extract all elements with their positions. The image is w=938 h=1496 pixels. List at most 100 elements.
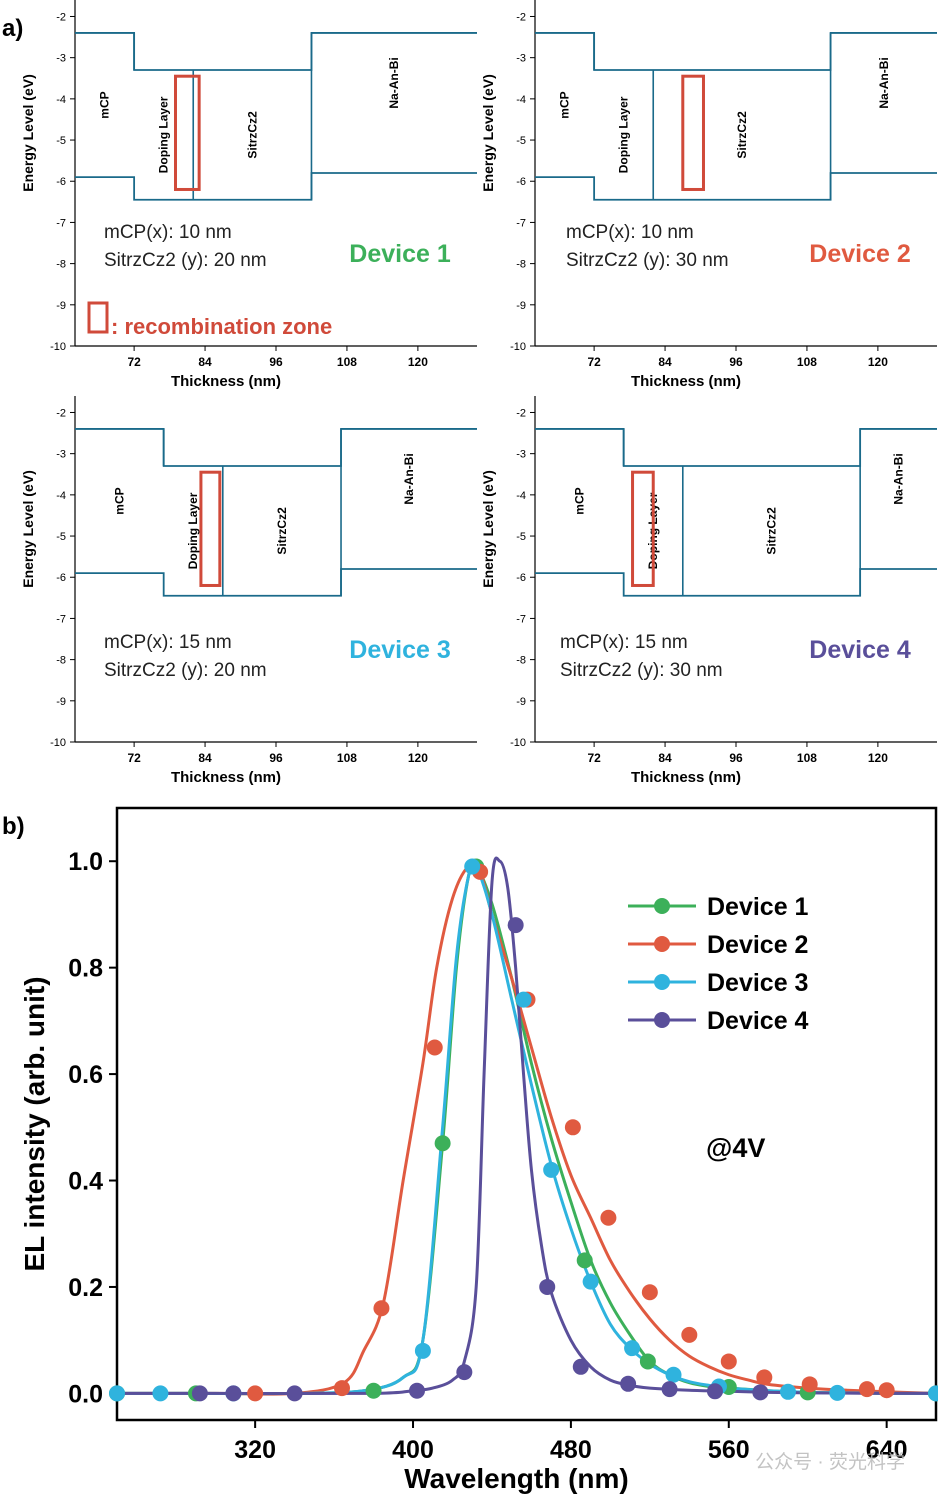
recombination-zone xyxy=(199,470,222,587)
series-line-device-4 xyxy=(117,856,937,1396)
data-point-device-4 xyxy=(507,917,524,934)
y-tick-label: -8 xyxy=(516,259,526,271)
layer-label-na-an-bi: Na-An-Bi xyxy=(877,57,891,108)
layer-label-mcp: mCP xyxy=(558,91,572,118)
y-axis-title: Energy Level (eV) xyxy=(480,74,496,192)
y-tick-label: -7 xyxy=(56,613,66,625)
data-point-device-2 xyxy=(564,1119,581,1136)
x-tick-label: 84 xyxy=(658,751,672,765)
data-point-device-4 xyxy=(706,1383,723,1400)
homo-level-line xyxy=(535,568,937,597)
data-point-device-4 xyxy=(191,1385,208,1402)
legend-marker xyxy=(654,974,670,990)
layer-label-doping-layer: Doping Layer xyxy=(157,96,171,173)
x-axis-title: Thickness (nm) xyxy=(631,769,741,786)
data-point-device-2 xyxy=(426,1039,443,1056)
y-axis-title: EL intensity (arb. unit) xyxy=(19,976,50,1271)
y-tick-label: -3 xyxy=(516,449,526,461)
data-point-device-4 xyxy=(752,1384,769,1401)
thickness-info-line: SitrzCz2 (y): 30 nm xyxy=(560,660,723,681)
device-label: Device 1 xyxy=(349,240,451,268)
data-point-device-3 xyxy=(109,1385,125,1402)
data-point-device-2 xyxy=(681,1326,698,1343)
layer-label-na-an-bi: Na-An-Bi xyxy=(892,453,906,504)
x-tick-label: 120 xyxy=(868,355,888,369)
y-tick-label: -10 xyxy=(510,737,526,749)
x-tick-label: 72 xyxy=(127,355,141,369)
data-point-device-4 xyxy=(408,1382,425,1399)
thickness-info-line: mCP(x): 15 nm xyxy=(560,632,688,653)
data-point-device-3 xyxy=(515,991,532,1008)
data-point-device-1 xyxy=(434,1135,451,1152)
y-tick-label: -8 xyxy=(56,655,66,667)
y-axis-title: Energy Level (eV) xyxy=(20,470,36,588)
y-axis-title: Energy Level (eV) xyxy=(480,470,496,588)
y-tick-label: -6 xyxy=(516,176,526,188)
y-tick-label: -7 xyxy=(516,217,526,229)
data-point-device-4 xyxy=(286,1385,303,1402)
y-tick-label: 1.0 xyxy=(68,848,103,876)
data-point-device-2 xyxy=(373,1300,390,1317)
data-point-device-3 xyxy=(582,1273,599,1290)
legend-label: Device 4 xyxy=(707,1007,809,1035)
data-point-device-2 xyxy=(801,1376,818,1393)
y-tick-label: -5 xyxy=(516,135,526,147)
data-point-device-3 xyxy=(779,1383,796,1400)
y-tick-label: -4 xyxy=(56,94,66,106)
layer-label-doping-layer: Doping Layer xyxy=(617,96,631,173)
legend-label: Device 3 xyxy=(707,969,808,997)
thickness-info-line: mCP(x): 15 nm xyxy=(104,632,232,653)
x-tick-label: 120 xyxy=(408,355,428,369)
x-tick-label: 640 xyxy=(866,1436,908,1464)
data-point-device-4 xyxy=(456,1364,473,1381)
y-tick-label: -9 xyxy=(516,300,526,312)
x-tick-label: 320 xyxy=(234,1436,276,1464)
y-tick-label: -5 xyxy=(56,531,66,543)
y-tick-label: -3 xyxy=(56,449,66,461)
y-tick-label: -4 xyxy=(516,94,526,106)
homo-level-line xyxy=(75,568,477,597)
homo-level-line xyxy=(75,172,477,201)
y-tick-label: -2 xyxy=(516,407,526,419)
x-tick-label: 108 xyxy=(337,751,357,765)
data-point-device-4 xyxy=(661,1381,678,1398)
y-tick-label: -7 xyxy=(56,217,66,229)
energy-diagram-device-1: -2 -3 -4 -5 -6 -7 -8 -9 -10 72 84 96 108 120 Thickness… xyxy=(20,0,477,390)
y-tick-label: 0.4 xyxy=(68,1168,103,1196)
el-spectrum-chart: 0.0 0.2 0.4 0.6 0.8 1.0 320 400 480 560 640 Wavelen… xyxy=(19,806,938,1494)
y-tick-label: -9 xyxy=(516,696,526,708)
data-point-device-4 xyxy=(620,1375,637,1392)
data-point-device-4 xyxy=(572,1358,589,1375)
data-point-device-1 xyxy=(639,1353,656,1370)
x-tick-label: 96 xyxy=(729,751,743,765)
lumo-level-line xyxy=(535,428,937,467)
layer-label-sitrzcz2: SitrzCz2 xyxy=(275,507,289,555)
y-tick-label: -6 xyxy=(56,176,66,188)
y-tick-label: -2 xyxy=(56,11,66,23)
device-label: Device 2 xyxy=(809,240,910,268)
y-axis-title: Energy Level (eV) xyxy=(20,74,36,192)
data-point-device-1 xyxy=(576,1252,593,1269)
x-tick-label: 120 xyxy=(408,751,428,765)
thickness-info-line: SitrzCz2 (y): 30 nm xyxy=(566,250,729,271)
recombination-zone xyxy=(174,74,201,191)
recombination-zone-legend-text: : recombination zone xyxy=(111,314,332,339)
thickness-info-line: SitrzCz2 (y): 20 nm xyxy=(104,250,267,271)
device-label: Device 3 xyxy=(349,636,450,664)
x-tick-label: 108 xyxy=(797,355,817,369)
y-tick-label: -2 xyxy=(56,407,66,419)
data-point-device-2 xyxy=(720,1353,737,1370)
legend-marker xyxy=(654,936,670,952)
data-point-device-3 xyxy=(464,858,481,875)
y-tick-label: -6 xyxy=(516,572,526,584)
y-tick-label: -9 xyxy=(56,300,66,312)
data-point-device-2 xyxy=(878,1382,895,1399)
y-tick-label: -5 xyxy=(56,135,66,147)
y-tick-label: -10 xyxy=(50,341,66,353)
data-point-device-2 xyxy=(247,1385,264,1402)
x-tick-label: 72 xyxy=(127,751,141,765)
panel-a-label: a) xyxy=(2,15,23,42)
y-tick-label: -8 xyxy=(516,655,526,667)
y-tick-label: -9 xyxy=(56,696,66,708)
x-tick-label: 120 xyxy=(868,751,888,765)
